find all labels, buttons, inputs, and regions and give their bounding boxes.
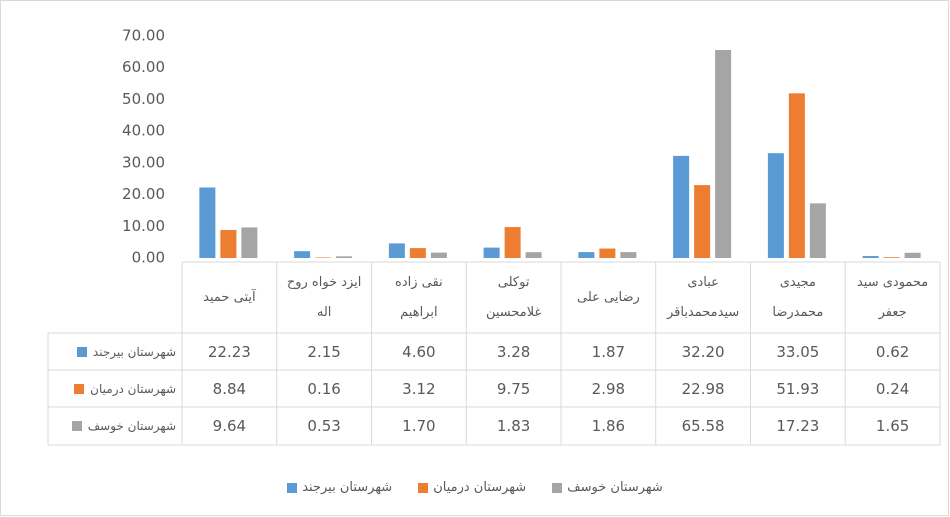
data-table-value: 0.16 [307,379,341,398]
bar [199,187,216,258]
legend-label: شهرستان درمیان [433,480,527,495]
bar [715,50,732,258]
bar [809,203,826,258]
y-tick-label: 30.00 [122,153,165,171]
row-legend-swatch [76,346,87,357]
data-table-value: 1.83 [496,417,531,435]
bar [788,93,805,259]
legend-swatch [287,482,298,493]
data-table-value: 1.65 [875,417,910,435]
bar [409,248,426,258]
y-tick-label: 40.00 [122,122,165,140]
data-table-value: 9.64 [212,417,247,435]
row-header-label: شهرستان خوسف [87,419,176,433]
data-table-value: 22.98 [681,379,725,398]
data-table-value: 22.23 [207,342,251,361]
row-header-label: شهرستان بیرجند [92,344,176,359]
data-table-value: 2.15 [307,342,341,361]
data-table-value: 0.24 [875,379,910,398]
y-tick-label: 20.00 [122,185,165,203]
category-label: نقی زاده ابراهیم [395,274,443,320]
bar [904,252,921,258]
category-label: محمودی سید جعفر [856,274,929,320]
bar [767,153,784,258]
category-label: آیتی حمید [203,289,256,305]
y-tick-label: 10.00 [122,217,165,235]
data-table-value: 0.62 [875,342,910,361]
legend: شهرستان بیرجند شهرستان درمیان شهرستان خوسف [0,480,950,495]
legend-swatch [418,482,429,493]
legend-item: شهرستان درمیان [418,480,526,495]
data-table-value: 2.98 [591,379,626,398]
y-tick-label: 50.00 [122,90,165,108]
category-label: عبادی سیدمحمدباقر [666,274,740,320]
bar [599,248,616,258]
bar [336,256,353,258]
row-header: شهرستان درمیان [48,370,176,407]
data-table-value: 32.20 [681,342,725,361]
data-table-value: 0.53 [307,417,341,435]
data-table-value: 17.23 [776,417,820,435]
row-header: شهرستان بیرجند [48,333,176,370]
row-header-label: شهرستان درمیان [90,381,176,396]
data-table-value: 3.28 [496,342,531,361]
data-table-value: 8.84 [212,379,247,398]
bar [504,227,521,258]
data-table-value: 1.87 [591,342,626,361]
legend-label: شهرستان بیرجند [302,480,393,495]
bar [430,252,447,258]
bar [525,252,542,258]
category-label: رضایی علی [577,289,640,305]
row-legend-swatch [74,383,85,394]
bar [241,227,258,258]
row-legend-swatch [71,421,82,431]
y-tick-label: 0.00 [132,249,165,267]
bar [620,252,637,258]
bar [483,247,500,258]
bar [883,257,900,258]
bar [694,185,711,258]
bar [388,243,405,258]
legend-label: شهرستان خوسف [567,480,663,495]
bar [578,252,595,258]
bar [862,256,879,258]
legend-item: شهرستان خوسف [552,480,663,495]
bar [220,229,237,258]
bar [673,155,690,258]
data-table-value: 65.58 [681,417,725,435]
data-table-value: 3.12 [402,379,436,398]
bar [315,257,332,258]
y-tick-label: 60.00 [122,58,165,76]
legend-item: شهرستان بیرجند [287,480,392,495]
legend-swatch [552,482,563,493]
row-header: شهرستان خوسف [48,407,176,445]
data-table-value: 1.86 [591,417,626,435]
category-label: توکلی غلامحسین [485,274,542,320]
data-table-value: 51.93 [776,379,820,398]
data-table-value: 1.70 [402,417,436,435]
bar [294,251,311,258]
data-table-value: 4.60 [402,342,436,361]
y-tick-label: 70.00 [122,27,165,45]
data-table-value: 9.75 [496,379,531,398]
category-label: مجیدی محمدرضا [772,274,824,320]
data-table-value: 33.05 [776,342,820,361]
category-label: ایزد خواه روح اله [286,274,362,320]
